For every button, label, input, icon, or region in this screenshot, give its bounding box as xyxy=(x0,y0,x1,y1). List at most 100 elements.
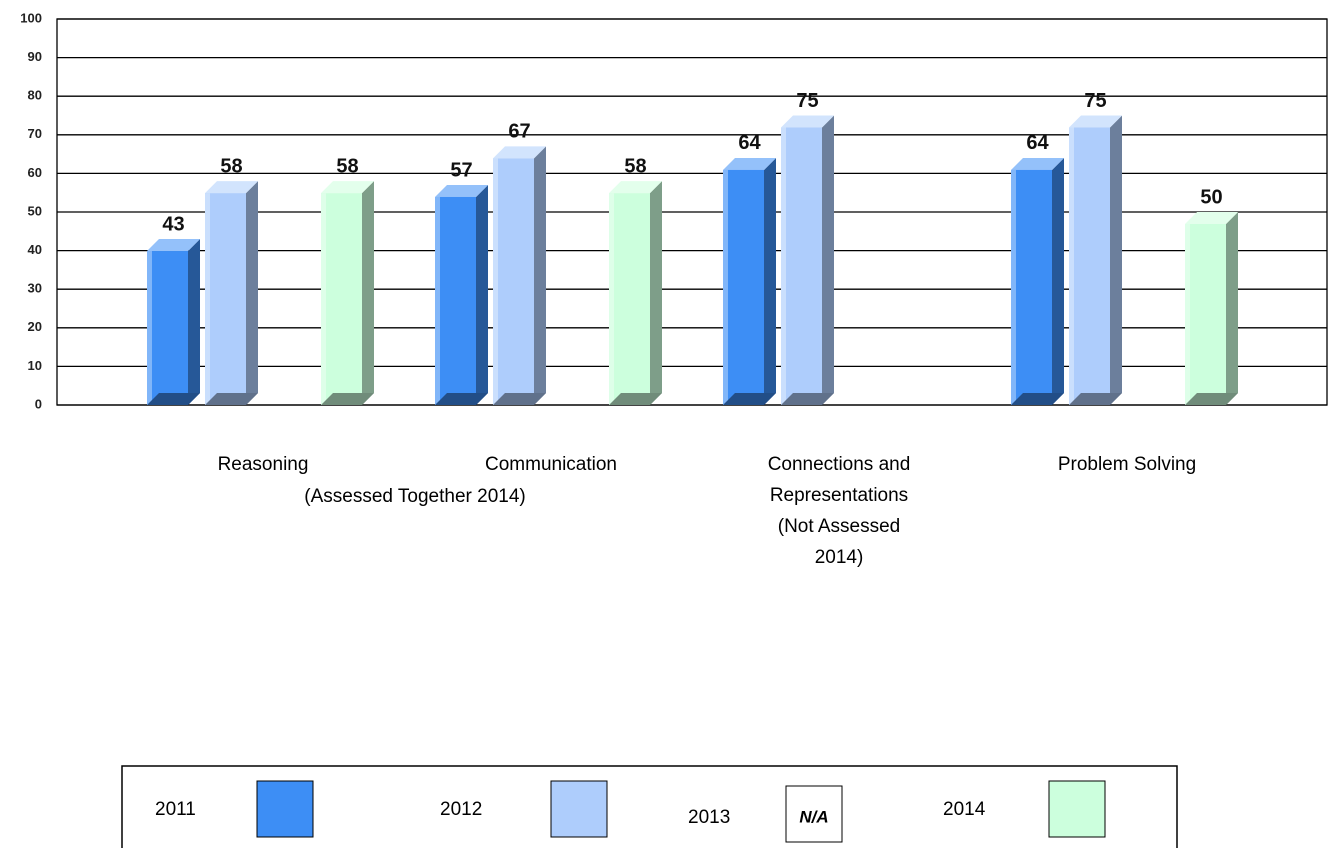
legend-swatch xyxy=(550,780,608,838)
legend-label: 2012 xyxy=(440,799,482,820)
bar-top xyxy=(147,239,200,252)
bar-highlight xyxy=(1185,224,1190,405)
value-label: 58 xyxy=(220,155,242,177)
bar xyxy=(493,146,546,405)
annotation: (Assessed Together 2014) xyxy=(304,486,526,507)
bar-top xyxy=(205,181,258,194)
bar-side xyxy=(1226,212,1238,405)
x-tick-label: Communication xyxy=(485,454,617,475)
bar-top xyxy=(1185,212,1238,224)
legend-na: N/A xyxy=(799,807,828,826)
bar-floor xyxy=(1185,393,1238,405)
bar-front xyxy=(1069,127,1110,405)
bar-front xyxy=(435,196,476,405)
bar-highlight xyxy=(435,196,440,405)
bar-highlight xyxy=(723,169,728,405)
bar-side xyxy=(188,239,200,405)
value-label: 64 xyxy=(738,132,761,154)
bar-highlight xyxy=(1069,127,1074,405)
bar-front xyxy=(321,193,362,405)
bar-floor xyxy=(723,393,776,405)
bar-highlight xyxy=(147,251,152,405)
bar-side xyxy=(822,115,834,405)
y-tick-label: 40 xyxy=(28,242,42,257)
y-tick-label: 60 xyxy=(28,165,42,180)
bar-highlight xyxy=(609,193,614,405)
x-tick-label: Problem Solving xyxy=(1057,454,1197,475)
legend-swatch xyxy=(785,785,843,843)
bar xyxy=(609,181,662,405)
bar-top xyxy=(609,181,662,194)
bar-top xyxy=(493,146,546,159)
bar-front xyxy=(493,158,534,405)
bar-top xyxy=(1011,157,1064,170)
value-label: 50 xyxy=(1200,186,1222,208)
bar-front xyxy=(205,193,246,405)
bar-side xyxy=(650,181,662,405)
bar xyxy=(781,115,834,405)
bar-floor xyxy=(205,393,258,405)
bar-highlight xyxy=(493,158,498,405)
value-label: 58 xyxy=(336,155,358,177)
value-label: 75 xyxy=(796,90,818,112)
bar-floor xyxy=(781,393,834,405)
bar-side xyxy=(362,181,374,405)
y-tick-label: 90 xyxy=(28,49,42,64)
bar xyxy=(1185,212,1238,405)
bar-top xyxy=(321,181,374,194)
y-tick-label: 20 xyxy=(28,319,42,334)
y-tick-label: 50 xyxy=(28,203,42,218)
bar-floor xyxy=(1069,393,1122,405)
bar-side xyxy=(476,184,488,405)
bar-top xyxy=(1069,115,1122,128)
value-label: 57 xyxy=(450,159,472,181)
bar xyxy=(1011,157,1064,405)
legend-label: 2014 xyxy=(943,799,986,820)
bar-front xyxy=(147,251,188,405)
x-tick-label: Connections and Representations (Not Ass… xyxy=(767,454,911,568)
bar-side xyxy=(534,146,546,405)
bar-highlight xyxy=(1011,169,1016,405)
bar-side xyxy=(1052,157,1064,405)
bar-front xyxy=(1185,224,1226,405)
bar-front xyxy=(723,169,764,405)
bar-front xyxy=(1011,169,1052,405)
legend-swatch xyxy=(1048,780,1106,838)
bar-top xyxy=(723,157,776,170)
bar-side xyxy=(1110,115,1122,405)
bar-side xyxy=(246,181,258,405)
bar-top xyxy=(435,184,488,197)
legend-label: 2011 xyxy=(155,799,196,820)
bar-highlight xyxy=(321,193,326,405)
bar-front xyxy=(609,193,650,405)
y-tick-label: 100 xyxy=(20,10,42,25)
bar-floor xyxy=(435,393,488,405)
x-tick-label: Reasoning xyxy=(217,454,309,475)
bar-floor xyxy=(1011,393,1064,405)
plot-border xyxy=(56,18,1328,406)
bar-floor xyxy=(321,393,374,405)
bar-floor xyxy=(609,393,662,405)
value-label: 75 xyxy=(1084,90,1106,112)
bar xyxy=(1069,115,1122,405)
value-label: 43 xyxy=(162,213,184,235)
y-tick-label: 0 xyxy=(35,396,42,411)
bar xyxy=(205,181,258,405)
bar-front xyxy=(781,127,822,405)
bar xyxy=(723,157,776,405)
y-tick-label: 30 xyxy=(28,281,42,296)
value-label: 67 xyxy=(508,121,530,143)
y-tick-label: 80 xyxy=(28,88,42,103)
legend-label: 2013 xyxy=(688,807,730,828)
value-label: 64 xyxy=(1026,132,1049,154)
y-tick-label: 70 xyxy=(28,126,42,141)
bar-highlight xyxy=(781,127,786,405)
bar-highlight xyxy=(205,193,210,405)
bar-floor xyxy=(493,393,546,405)
bar-top xyxy=(781,115,834,128)
y-tick-label: 10 xyxy=(28,358,42,373)
value-label: 58 xyxy=(624,155,646,177)
bar xyxy=(147,239,200,405)
bar xyxy=(435,184,488,405)
